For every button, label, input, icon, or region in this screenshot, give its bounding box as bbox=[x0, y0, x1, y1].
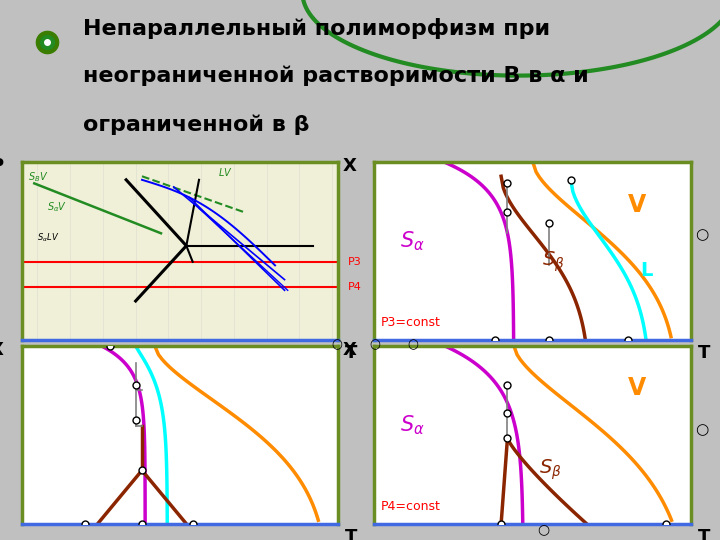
Text: P3=const: P3=const bbox=[381, 316, 441, 329]
Text: $S_\alpha LV$: $S_\alpha LV$ bbox=[37, 232, 60, 244]
Text: ○: ○ bbox=[331, 338, 342, 352]
Text: ○: ○ bbox=[538, 522, 549, 536]
Text: P: P bbox=[0, 157, 3, 175]
Text: ○: ○ bbox=[407, 338, 418, 352]
Text: $S_\alpha V$: $S_\alpha V$ bbox=[47, 200, 67, 214]
Text: $S_\alpha$: $S_\alpha$ bbox=[400, 230, 424, 253]
Text: ограниченной в β: ограниченной в β bbox=[83, 115, 310, 136]
Text: T: T bbox=[345, 528, 357, 540]
Text: X: X bbox=[0, 341, 4, 359]
Text: $S_\beta$: $S_\beta$ bbox=[539, 458, 562, 482]
Text: $S_\alpha$: $S_\alpha$ bbox=[400, 413, 424, 437]
Text: P4: P4 bbox=[348, 282, 361, 292]
Text: P3: P3 bbox=[348, 257, 361, 267]
Text: ○: ○ bbox=[696, 227, 708, 242]
Text: неограниченной растворимости В в α и: неограниченной растворимости В в α и bbox=[83, 65, 588, 85]
Text: P4=const: P4=const bbox=[381, 500, 441, 512]
Text: T: T bbox=[698, 344, 710, 362]
Text: V: V bbox=[628, 193, 646, 217]
Text: T: T bbox=[698, 528, 710, 540]
Text: $LV$: $LV$ bbox=[218, 166, 233, 178]
Text: $S_B V$: $S_B V$ bbox=[28, 170, 48, 184]
Text: V: V bbox=[628, 376, 646, 401]
Text: $S_\beta$: $S_\beta$ bbox=[542, 249, 565, 274]
Text: X: X bbox=[343, 341, 356, 359]
Text: L: L bbox=[641, 261, 653, 280]
Text: X: X bbox=[343, 157, 356, 175]
Text: T: T bbox=[345, 344, 357, 362]
Text: ○: ○ bbox=[369, 338, 380, 352]
Text: ○: ○ bbox=[696, 422, 708, 437]
Text: Непараллельный полиморфизм при: Непараллельный полиморфизм при bbox=[83, 18, 550, 39]
